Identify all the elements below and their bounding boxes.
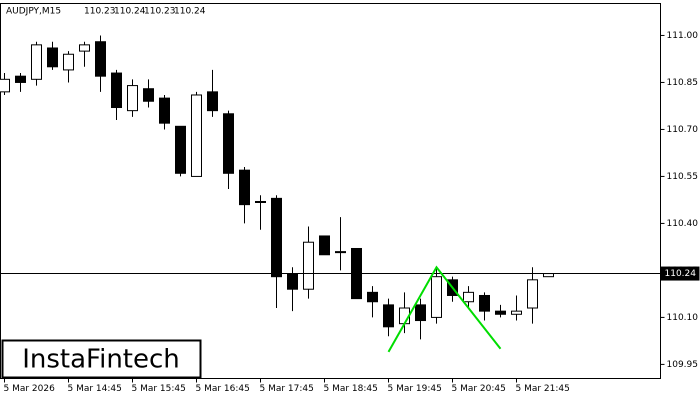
price-label: 110.24 xyxy=(665,269,697,279)
candle-body xyxy=(255,200,266,203)
candle-body xyxy=(0,78,10,93)
pattern-line xyxy=(387,265,502,353)
logo-box xyxy=(1,339,202,379)
close-value: 110.24 xyxy=(174,7,206,17)
y-tick-label: 110.85 xyxy=(667,78,699,88)
candle-body xyxy=(191,94,202,177)
chart-title: AUDJPY,M15 xyxy=(6,7,61,17)
candle-body xyxy=(223,113,234,174)
candle-body xyxy=(143,88,154,102)
open-value: 110.23 xyxy=(84,7,116,17)
price-label-box xyxy=(660,266,700,281)
candle-body xyxy=(127,85,138,112)
plot-frame xyxy=(0,3,661,379)
candle-body xyxy=(495,310,506,315)
candle-body xyxy=(95,41,106,77)
candle-body xyxy=(239,169,250,206)
low-value: 110.23 xyxy=(144,7,176,17)
x-tick-label: 5 Mar 21:45 xyxy=(516,384,570,394)
x-tick-label: 5 Mar 20:45 xyxy=(452,384,506,394)
candle-body xyxy=(15,75,26,83)
candle-body xyxy=(79,44,90,52)
y-tick-label: 110.70 xyxy=(667,125,699,135)
y-tick-label: 110.55 xyxy=(667,172,699,182)
logo: InstaFintech xyxy=(22,345,180,375)
candle-body xyxy=(159,97,170,124)
candle-body xyxy=(367,291,378,303)
y-tick-label: 109.95 xyxy=(667,360,699,370)
x-tick-label: 5 Mar 15:45 xyxy=(132,384,186,394)
y-tick-label: 111.00 xyxy=(667,31,699,41)
candle-body xyxy=(271,197,282,278)
x-tick-label: 5 Mar 18:45 xyxy=(324,384,378,394)
candle-body xyxy=(527,279,538,309)
y-tick-label: 110.40 xyxy=(667,219,699,229)
x-tick-label: 5 Mar 14:45 xyxy=(68,384,122,394)
candle-body xyxy=(287,273,298,290)
candle-body xyxy=(479,294,490,312)
candle-body xyxy=(415,304,426,322)
candle-body xyxy=(463,291,474,303)
x-tick-label: 5 Mar 16:45 xyxy=(196,384,250,394)
x-tick-label: 5 Mar 2026 xyxy=(4,384,56,394)
candle-body xyxy=(383,304,394,328)
candle-body xyxy=(431,276,442,318)
candle-body xyxy=(63,53,74,71)
x-tick-label: 5 Mar 17:45 xyxy=(260,384,314,394)
candle-body xyxy=(111,72,122,109)
candle-body xyxy=(303,241,314,290)
candle-body xyxy=(207,91,218,112)
candle-body xyxy=(511,310,522,315)
candle-body xyxy=(175,125,186,174)
y-tick-label: 110.10 xyxy=(667,313,699,323)
candle-body xyxy=(31,44,42,80)
candle-body xyxy=(335,251,346,254)
candle-body xyxy=(47,47,58,68)
high-value: 110.24 xyxy=(114,7,146,17)
x-tick-label: 5 Mar 19:45 xyxy=(388,384,442,394)
candle-body xyxy=(319,235,330,256)
